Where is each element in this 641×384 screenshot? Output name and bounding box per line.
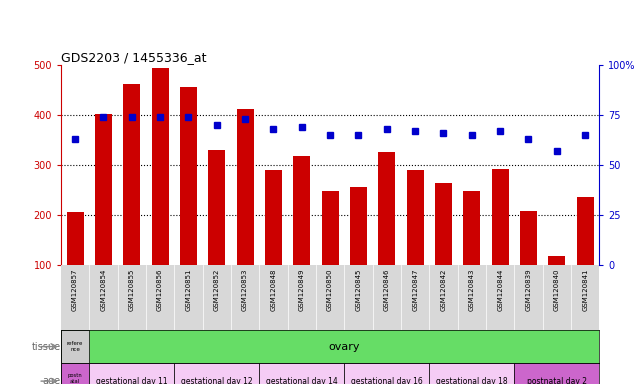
Text: age: age	[43, 376, 61, 384]
Bar	[548, 257, 565, 265]
Text: GSM120842: GSM120842	[440, 268, 447, 311]
Bar	[67, 212, 83, 265]
Bar	[265, 170, 282, 265]
Bar	[61, 330, 89, 363]
Text: GSM120851: GSM120851	[185, 268, 192, 311]
Bar	[344, 363, 429, 384]
Bar	[151, 68, 169, 265]
Bar	[378, 152, 395, 265]
Bar	[463, 191, 480, 265]
Text: GSM120839: GSM120839	[526, 268, 531, 311]
Bar	[520, 210, 537, 265]
Text: gestational day 12: gestational day 12	[181, 377, 253, 384]
Bar	[350, 187, 367, 265]
Text: postnatal day 2: postnatal day 2	[527, 377, 587, 384]
Text: GSM120857: GSM120857	[72, 268, 78, 311]
Bar	[577, 197, 594, 265]
Text: GSM120843: GSM120843	[469, 268, 475, 311]
Bar	[514, 363, 599, 384]
Text: GSM120850: GSM120850	[327, 268, 333, 311]
Text: GSM120847: GSM120847	[412, 268, 418, 311]
Bar	[492, 169, 509, 265]
Bar	[435, 183, 452, 265]
Text: gestational day 18: gestational day 18	[436, 377, 508, 384]
Bar	[89, 363, 174, 384]
Text: GDS2203 / 1455336_at: GDS2203 / 1455336_at	[61, 51, 206, 64]
Bar	[406, 170, 424, 265]
Bar	[429, 363, 514, 384]
Bar	[294, 156, 310, 265]
Bar	[208, 150, 225, 265]
Bar	[322, 191, 338, 265]
Bar	[259, 363, 344, 384]
Text: gestational day 16: gestational day 16	[351, 377, 422, 384]
Text: refere
nce: refere nce	[67, 341, 83, 352]
Text: tissue: tissue	[32, 341, 61, 352]
Text: GSM120856: GSM120856	[157, 268, 163, 311]
Text: postn
atal
day 0.5: postn atal day 0.5	[65, 373, 85, 384]
Text: gestational day 11: gestational day 11	[96, 377, 167, 384]
Text: gestational day 14: gestational day 14	[266, 377, 338, 384]
Text: GSM120845: GSM120845	[356, 268, 362, 311]
Bar	[237, 109, 254, 265]
Text: GSM120855: GSM120855	[129, 268, 135, 311]
Text: GSM120849: GSM120849	[299, 268, 304, 311]
Text: GSM120848: GSM120848	[271, 268, 276, 311]
Text: ovary: ovary	[329, 341, 360, 352]
Text: GSM120846: GSM120846	[384, 268, 390, 311]
Text: GSM120844: GSM120844	[497, 268, 503, 311]
Text: GSM120840: GSM120840	[554, 268, 560, 311]
Text: GSM120841: GSM120841	[582, 268, 588, 311]
Bar	[174, 363, 259, 384]
Bar	[180, 87, 197, 265]
Text: GSM120854: GSM120854	[101, 268, 106, 311]
Text: GSM120853: GSM120853	[242, 268, 248, 311]
Text: GSM120852: GSM120852	[213, 268, 220, 311]
Bar	[95, 114, 112, 265]
Bar	[123, 84, 140, 265]
Bar	[61, 363, 89, 384]
